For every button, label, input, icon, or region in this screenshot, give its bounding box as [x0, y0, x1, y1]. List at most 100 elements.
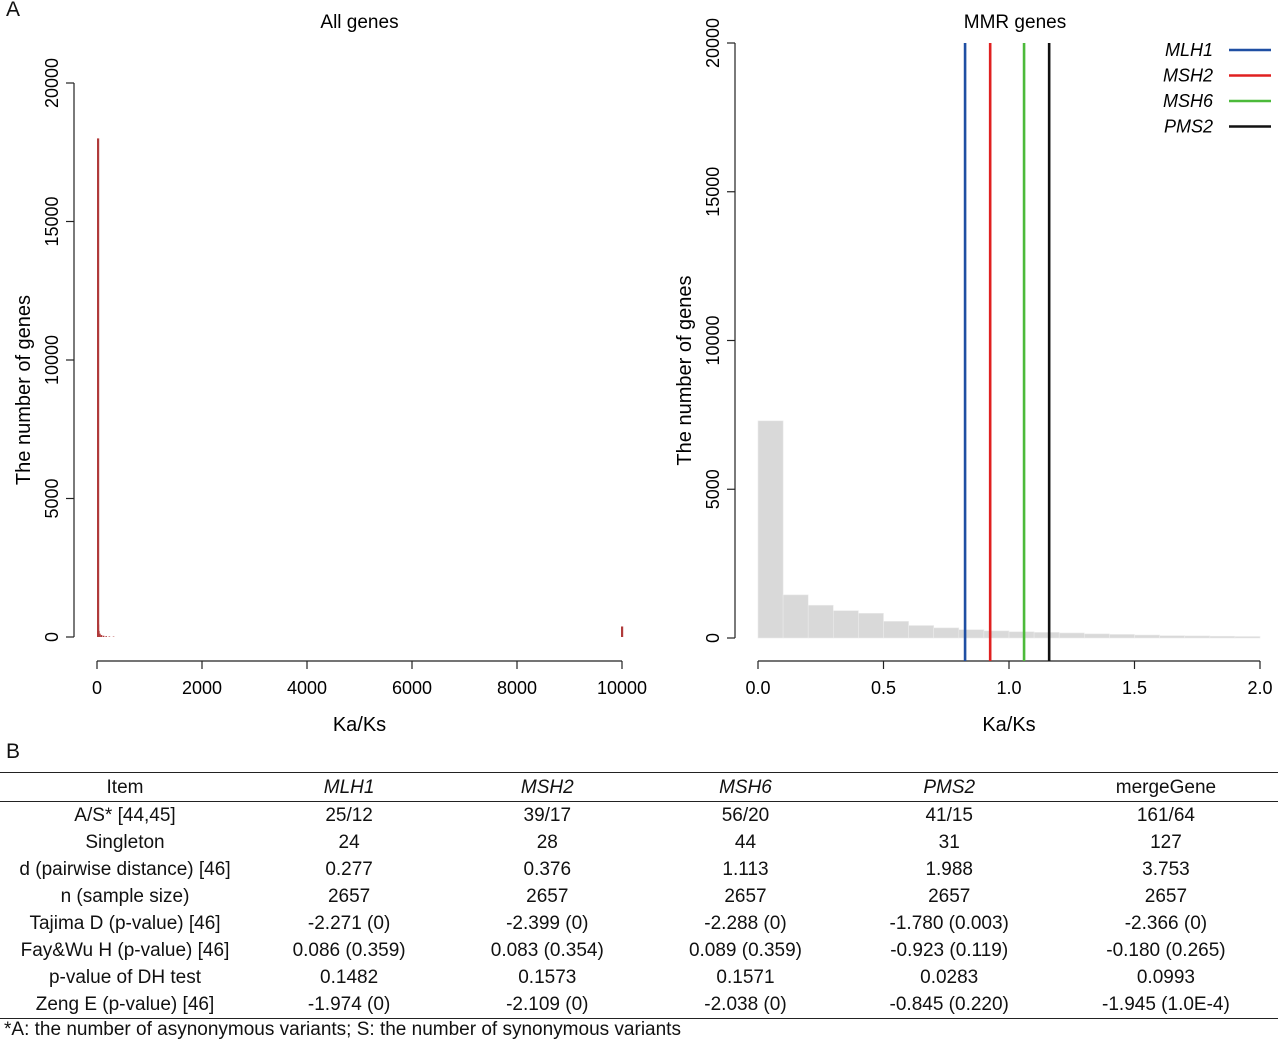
table-cell: 41/15 [925, 805, 973, 826]
mmr-genes-y-tick-label: 20000 [703, 18, 723, 68]
mmr-genes-y-axis-label: The number of genes [674, 275, 696, 465]
mmr-genes-y-tick-label: 15000 [703, 167, 723, 217]
table-cell: 25/12 [325, 805, 373, 826]
all-genes-bar [105, 636, 107, 637]
mmr-genes-bar [832, 610, 859, 639]
table-cell: 0.083 (0.354) [490, 940, 604, 961]
table-header-item: Item [0, 772, 250, 802]
table-cell: 3.753 [1142, 859, 1190, 880]
table-cell: -0.923 (0.119) [890, 940, 1009, 961]
all-genes-bar [108, 636, 111, 637]
row-label-cell: d (pairwise distance) [46] [19, 859, 231, 880]
table-cell: 161/64 [1136, 805, 1195, 826]
all-genes-title: All genes [320, 12, 398, 33]
table-cell: 28 [536, 832, 558, 853]
mmr-genes-bar [1084, 633, 1110, 639]
mmr-genes-bar [933, 627, 960, 639]
mmr-genes-y-tick-label: 5000 [703, 469, 723, 509]
table-cell: -1.974 (0) [250, 991, 449, 1019]
summary-table: Item MLH1 MSH2 MSH6 PMS2 mergeGene A/S* … [0, 772, 1278, 1019]
legend-label-pms2: PMS2 [1164, 117, 1213, 137]
mmr-genes-x-tick-label: 1.0 [996, 678, 1021, 698]
all-genes-bar [97, 138, 100, 637]
table-row: p-value of DH test 0.1482 0.1573 0.1571 0.02… [0, 964, 1278, 991]
table-cell: 0.376 [523, 859, 572, 880]
table-cell: 56/20 [721, 805, 770, 826]
mmr-genes-x-tick-label: 0.0 [745, 678, 770, 698]
table-cell: 24 [338, 832, 360, 853]
mmr-genes-title: MMR genes [964, 12, 1066, 33]
row-label-cell: Tajima D (p-value) [46] [29, 913, 221, 934]
table-footnote: *A: the number of asynonymous variants; … [4, 1019, 681, 1040]
table-cell: 31 [938, 832, 960, 853]
table-row: A/S* [44,45] 25/12 39/17 56/20 41/15 161/64 [0, 802, 1278, 830]
table-cell: 1.113 [722, 859, 769, 880]
table-cell: 0.1573 [518, 967, 577, 988]
mmr-genes-bar [1033, 632, 1060, 639]
mmr-genes-bar [807, 604, 834, 639]
table-cell: 0.0283 [920, 967, 979, 988]
table-cell: 0.086 (0.359) [292, 940, 406, 961]
all-genes-x-tick-label: 0 [92, 678, 102, 698]
table-cell: 2657 [724, 886, 767, 907]
mmr-genes-bar [782, 594, 809, 639]
mmr-genes-bar [983, 630, 1010, 639]
all-genes-bar [99, 633, 101, 637]
row-label-cell: n (sample size) [60, 886, 190, 907]
summary-table-section: Item MLH1 MSH2 MSH6 PMS2 mergeGene A/S* … [0, 772, 1280, 1019]
table-row: Singleton 24 28 44 31 127 [0, 829, 1278, 856]
table-row: Zeng E (p-value) [46] -1.974 (0) -2.109 (0… [0, 991, 1278, 1019]
panel-label-a: A [6, 0, 21, 21]
table-cell: -1.780 (0.003) [889, 913, 1009, 934]
table-cell: 2657 [928, 886, 971, 907]
row-label-cell: A/S* [44,45] [74, 805, 176, 826]
all-genes-y-axis-label: The number of genes [13, 295, 35, 485]
all-genes-bar [621, 626, 624, 637]
table-cell: -2.271 (0) [307, 913, 391, 934]
mmr-genes-bar [1159, 635, 1185, 639]
panel-label-b: B [6, 740, 21, 763]
mmr-genes-x-tick-label: 1.5 [1122, 678, 1147, 698]
all-genes-x-tick-label: 4000 [287, 678, 327, 698]
table-cell: -2.038 (0) [646, 991, 845, 1019]
mmr-genes-bar [1184, 635, 1211, 639]
table-cell: 44 [734, 832, 757, 853]
table-row: Tajima D (p-value) [46] -2.271 (0) -2.399 … [0, 910, 1278, 937]
table-header-mlh1: MLH1 [250, 772, 449, 802]
table-header-msh2: MSH2 [448, 772, 647, 802]
mmr-genes-bar [1234, 636, 1261, 639]
table-cell: -2.366 (0) [1124, 913, 1208, 934]
legend-label-msh2: MSH2 [1163, 66, 1213, 86]
table-cell: -2.399 (0) [506, 913, 589, 934]
all-genes-x-axis-label: Ka/Ks [333, 714, 386, 736]
chart-mmr-genes: MMR genes 0 5000 10000 15000 20000 The number … [674, 12, 1273, 736]
all-genes-y-tick-label: 10000 [42, 335, 62, 385]
table-cell: 1.988 [925, 859, 973, 880]
legend-label-mlh1: MLH1 [1165, 40, 1213, 60]
table-body: A/S* [44,45] 25/12 39/17 56/20 41/15 161/64 Si… [0, 802, 1278, 1019]
table-cell: 127 [1150, 832, 1182, 853]
table-cell: -0.180 (0.265) [1106, 940, 1226, 961]
table-row: Fay&Wu H (p-value) [46] 0.086 (0.359) 0.08… [0, 937, 1278, 964]
mmr-genes-bar [1209, 635, 1236, 639]
table-row: n (sample size) 2657 2657 2657 2657 2657 [0, 883, 1278, 910]
table-cell: 2657 [327, 886, 371, 907]
all-genes-x-tick-label: 6000 [392, 678, 432, 698]
mmr-genes-bar [958, 629, 985, 639]
table-cell: -0.845 (0.220) [844, 991, 1054, 1019]
all-genes-bar [102, 635, 105, 637]
mmr-genes-y-tick-label: 10000 [703, 315, 723, 365]
legend-label-msh6: MSH6 [1163, 91, 1214, 111]
all-genes-y-tick-label: 20000 [42, 58, 62, 108]
row-label-cell: Fay&Wu H (p-value) [46] [20, 940, 230, 961]
mmr-genes-x-tick-label: 0.5 [871, 678, 896, 698]
mmr-genes-bar [1134, 634, 1160, 639]
table-header-pms2: PMS2 [844, 772, 1054, 802]
row-label-cell: Zeng E (p-value) [46] [0, 991, 250, 1019]
legend: MLH1 MSH2 MSH6 PMS2 [1163, 40, 1271, 137]
table-cell: 0.089 (0.359) [688, 940, 802, 961]
table-cell: 0.0993 [1136, 967, 1195, 988]
mmr-genes-y-tick-label: 0 [703, 633, 723, 643]
all-genes-bar [100, 635, 103, 637]
